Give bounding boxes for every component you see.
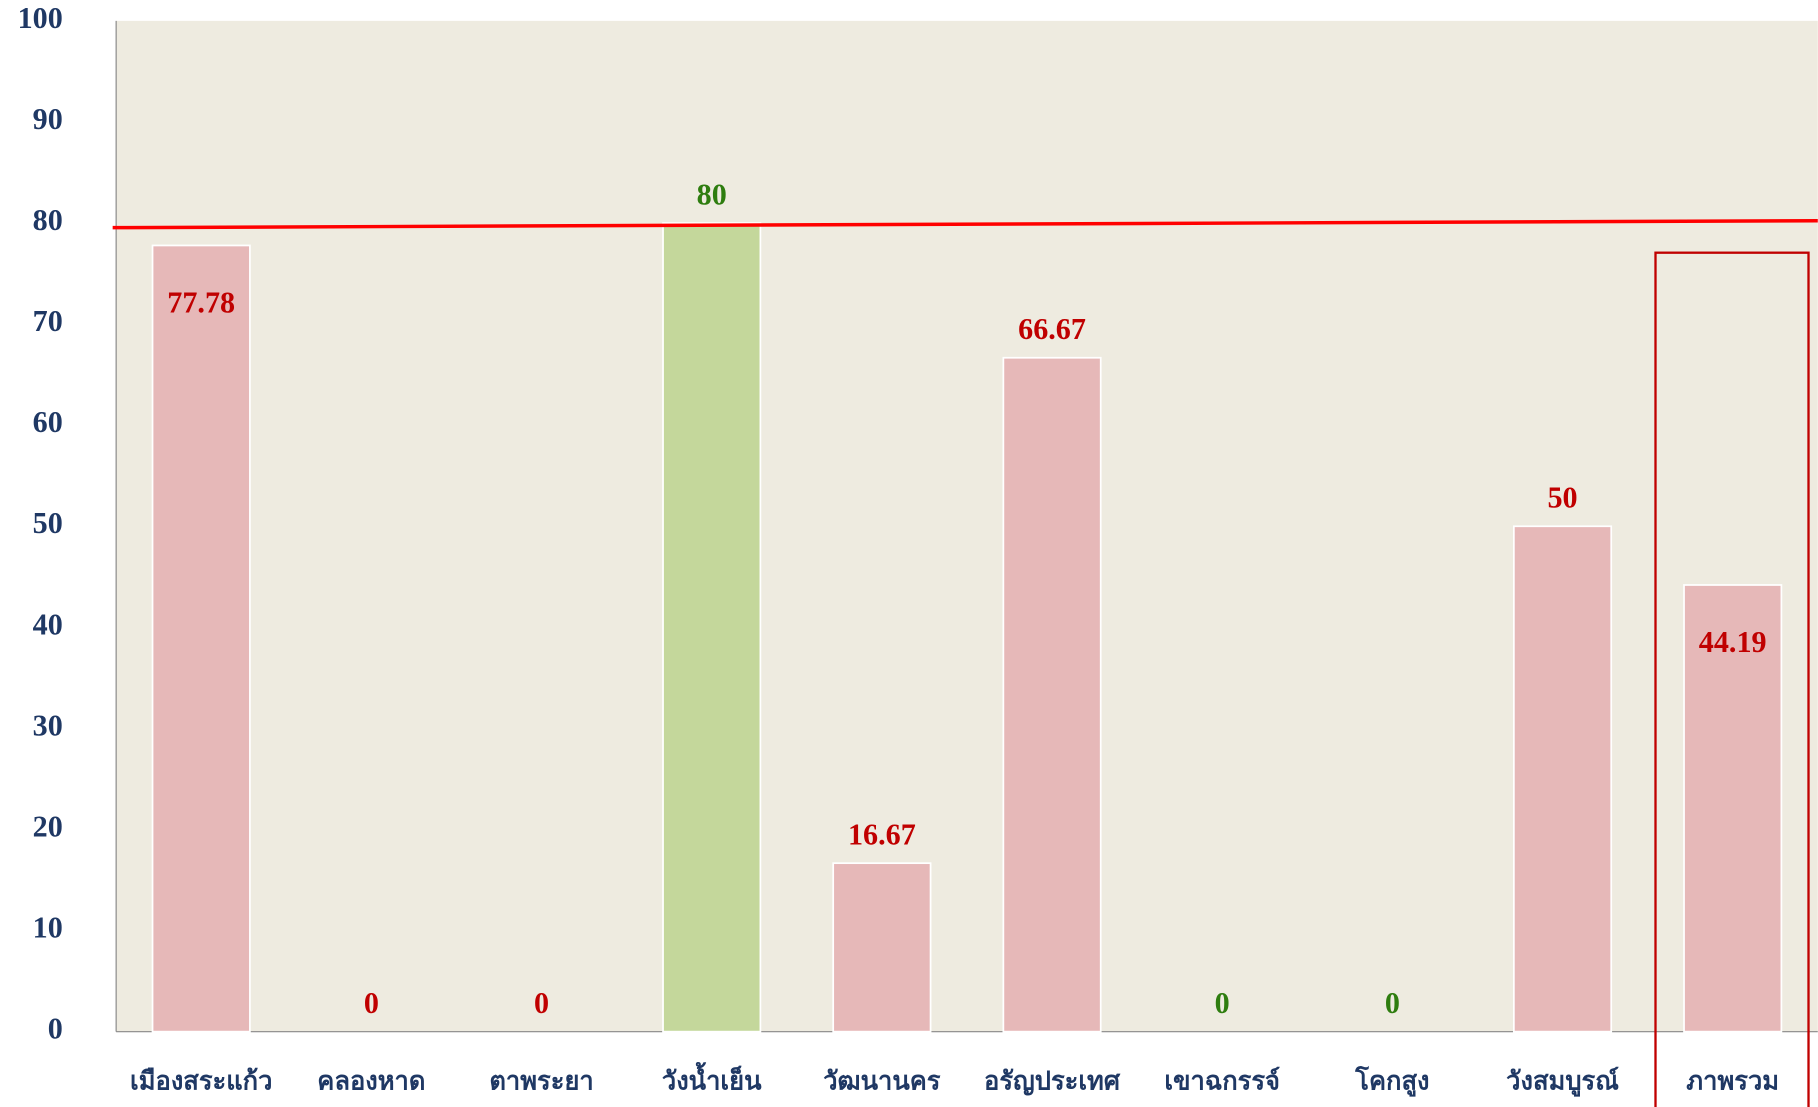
y-tick-label: 40	[33, 607, 63, 641]
value-label: 66.67	[1018, 312, 1086, 346]
x-tick-label: วัฒนานคร	[823, 1067, 941, 1096]
x-tick-label: เมืองสระแก้ว	[130, 1067, 272, 1096]
value-label: 77.78	[167, 286, 235, 320]
value-label: 16.67	[848, 818, 916, 852]
x-tick-label: ภาพรวม	[1686, 1067, 1779, 1096]
x-tick-label: โคกสูง	[1354, 1066, 1429, 1098]
reference-line	[112, 218, 1818, 230]
bar	[662, 222, 762, 1033]
y-tick-label: 70	[33, 304, 63, 338]
bar	[832, 862, 932, 1033]
bar	[1512, 525, 1613, 1033]
y-tick-label: 80	[33, 203, 63, 237]
x-tick-label: คลองหาด	[317, 1067, 425, 1096]
y-tick-label: 0	[48, 1012, 63, 1046]
value-label: 80	[697, 177, 727, 211]
bar	[1683, 584, 1783, 1033]
y-tick-label: 20	[33, 809, 63, 843]
value-label: 0	[364, 986, 379, 1020]
x-tick-label: อรัญประเทศ	[984, 1067, 1121, 1096]
value-label: 0	[534, 986, 549, 1020]
y-tick-label: 50	[33, 506, 63, 540]
value-label: 50	[1547, 481, 1577, 515]
value-label: 0	[1385, 986, 1400, 1020]
x-tick-label: เขาฉกรรจ์	[1164, 1066, 1280, 1096]
highlight-box	[1654, 251, 1810, 1107]
y-tick-label: 30	[33, 708, 63, 742]
x-tick-label: ตาพระยา	[489, 1067, 593, 1096]
y-tick-label: 100	[18, 1, 63, 35]
x-tick-label: วังน้ำเย็น	[662, 1062, 762, 1096]
bar	[1002, 356, 1102, 1033]
y-tick-label: 10	[33, 910, 63, 944]
value-label: 0	[1215, 986, 1230, 1020]
value-label: 44.19	[1699, 625, 1767, 659]
bar	[151, 244, 251, 1033]
x-tick-label: วังสมบูรณ์	[1506, 1066, 1619, 1098]
y-tick-label: 60	[33, 405, 63, 439]
y-tick-label: 90	[33, 102, 63, 136]
